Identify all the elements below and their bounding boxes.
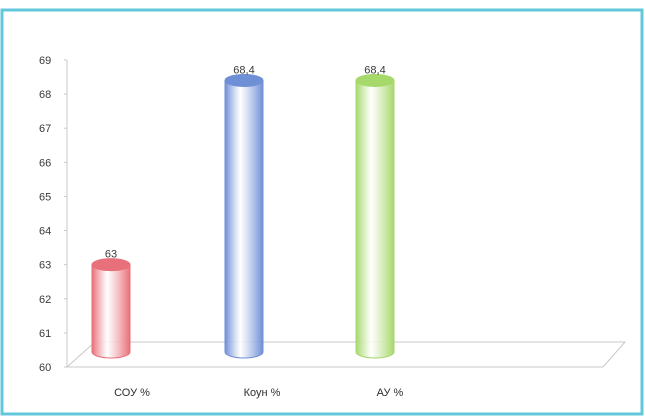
y-tick-label: 60 — [39, 362, 51, 374]
y-tick-label: 64 — [39, 226, 51, 238]
y-tick-label: 63 — [39, 260, 51, 272]
y-tick-label: 66 — [39, 157, 51, 169]
bar-top — [355, 73, 395, 87]
data-label: 63 — [105, 249, 117, 261]
y-tick-label: 68 — [39, 89, 51, 101]
bar-body — [355, 79, 395, 359]
x-category-label: СОУ % — [114, 387, 150, 399]
y-axis: 60 61 62 63 64 65 66 67 68 69 — [39, 55, 68, 374]
y-tick-label: 61 — [39, 328, 51, 340]
data-label: 68,4 — [364, 64, 385, 76]
y-tick-label: 69 — [39, 55, 51, 67]
chart-floor — [65, 341, 627, 368]
bar-top — [224, 73, 264, 87]
bar-body — [91, 264, 131, 359]
bar — [355, 73, 395, 359]
data-label: 68,4 — [233, 64, 254, 76]
bar — [224, 73, 264, 359]
bar-body — [224, 79, 264, 359]
chart-border — [0, 8, 644, 416]
y-tick-label: 62 — [39, 294, 51, 306]
x-axis-labels: СОУ % Коун % АУ % — [114, 387, 403, 399]
bar-top — [91, 258, 131, 272]
y-tick-label: 67 — [39, 123, 51, 135]
y-tick-label: 65 — [39, 191, 51, 203]
bar — [91, 258, 131, 359]
x-category-label: АУ % — [377, 387, 404, 399]
x-category-label: Коун % — [244, 387, 281, 399]
bars: 63 68,4 68,4 — [91, 64, 395, 359]
floor-plane — [65, 341, 627, 368]
